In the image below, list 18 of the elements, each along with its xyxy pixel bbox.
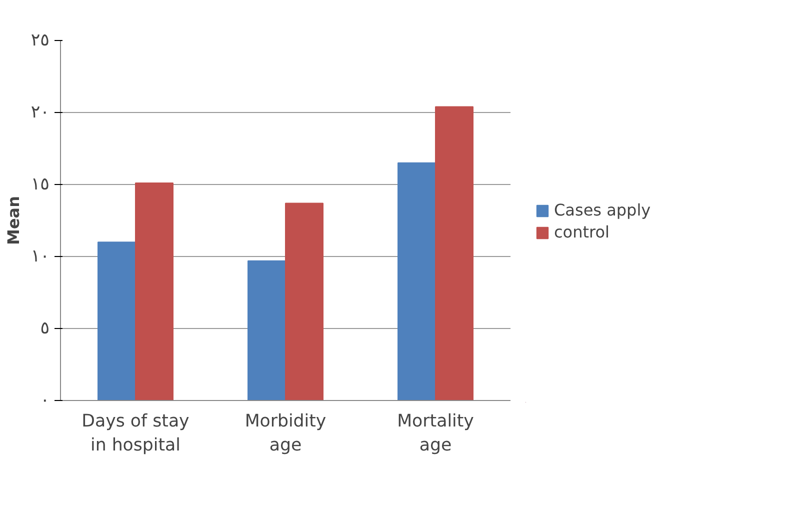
y-tick-label: ٥ — [40, 318, 50, 338]
x-tick-label: Morbidity age — [244, 412, 326, 456]
bar — [248, 260, 286, 400]
y-tick-label: ١٥ — [30, 174, 50, 194]
y-tick-label: ٢٥ — [30, 30, 50, 50]
legend-label: Cases apply — [554, 200, 651, 220]
bar — [98, 242, 136, 400]
bar — [398, 162, 436, 400]
x-tick-label: Days of stay in hospital — [82, 412, 190, 456]
legend-label: control — [554, 222, 610, 242]
bar — [435, 106, 474, 400]
bar — [135, 182, 174, 400]
y-tick-label: ٢٠ — [30, 102, 50, 122]
y-tick-label: ١٠ — [30, 246, 50, 266]
x-tick-label: Mortality age — [397, 412, 474, 456]
y-tick-label: ٠ — [40, 390, 50, 410]
bar — [285, 202, 324, 400]
y-axis-title: Mean — [4, 196, 23, 245]
